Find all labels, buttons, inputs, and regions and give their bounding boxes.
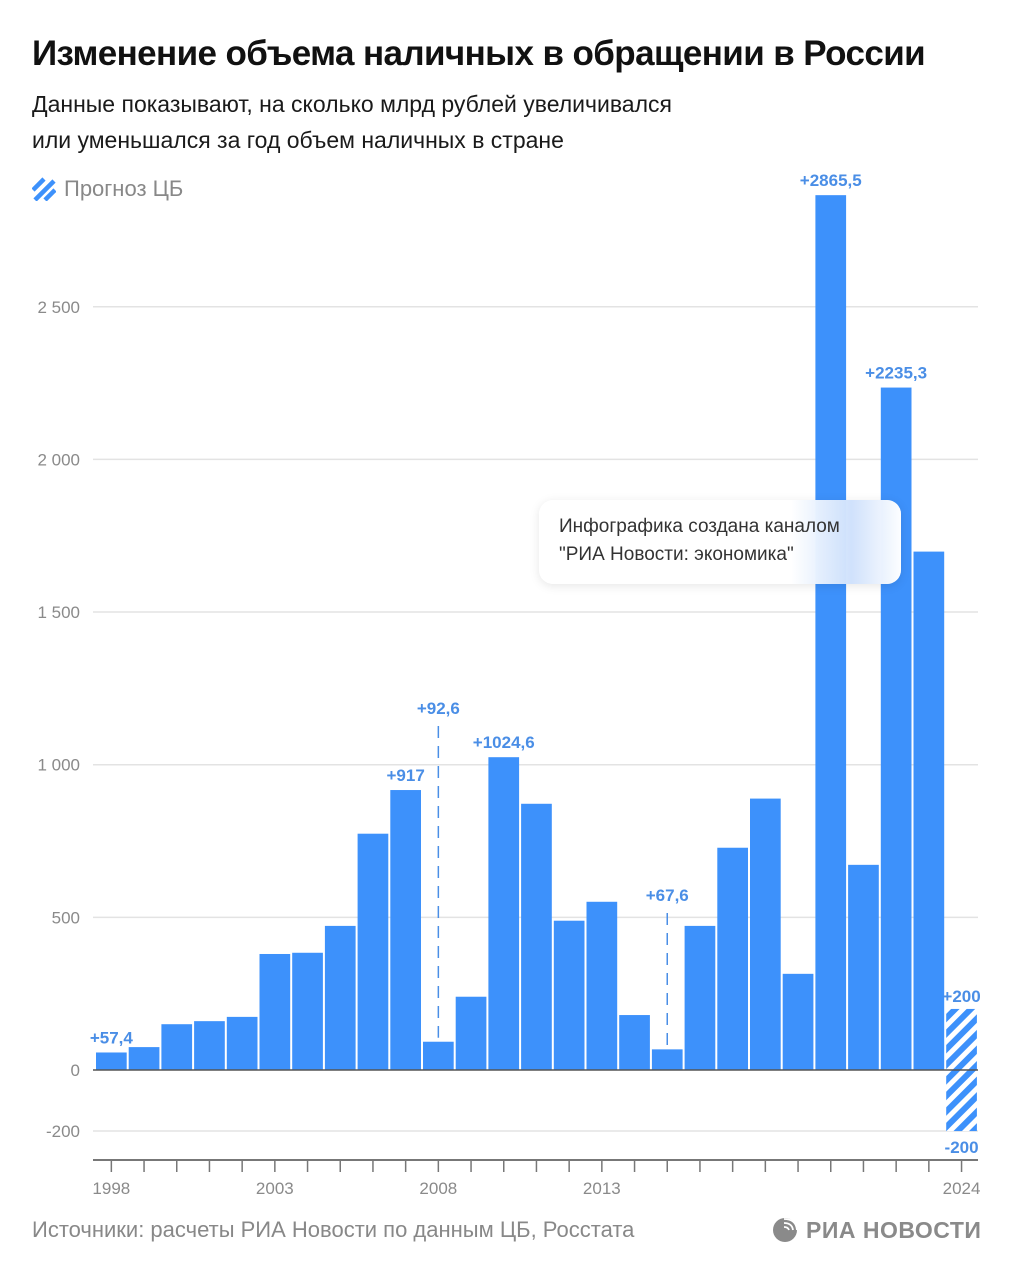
bar-2003 (259, 953, 291, 1070)
y-tick-label: 1 000 (37, 756, 80, 775)
legend-label: Прогноз ЦБ (64, 176, 184, 201)
y-tick-label: 2 500 (37, 298, 80, 317)
bar-2009 (455, 996, 487, 1070)
bar-2015 (651, 1049, 683, 1070)
subtitle-line-1: Данные показывают, на сколько млрд рубле… (32, 91, 672, 117)
x-tick-label-2024: 2024 (943, 1179, 981, 1198)
x-tick-label-2008: 2008 (419, 1179, 457, 1198)
note-line-2: "РИА Новости: экономика" (559, 544, 794, 565)
bar-2008 (423, 1041, 454, 1070)
bar-2023 (913, 551, 945, 1070)
data-label-1998: +57,4 (90, 1028, 134, 1047)
y-tick-label: 1 500 (37, 603, 80, 622)
note-line-1: Инфографика создана каналом (559, 516, 840, 537)
x-tick-label-1998: 1998 (92, 1179, 130, 1198)
y-tick-label: -200 (46, 1122, 80, 1141)
bars (93, 195, 978, 1132)
data-label-2015: +67,6 (646, 886, 689, 905)
bar-2021 (848, 864, 879, 1070)
bar-2018 (750, 798, 781, 1070)
y-tick-label: 0 (71, 1061, 80, 1080)
bar-2005 (324, 925, 356, 1070)
data-label-2022: +2235,3 (865, 364, 927, 383)
subtitle-line-2: или уменьшался за год объем наличных в с… (32, 127, 564, 153)
data-label-2020: +2865,5 (800, 171, 862, 190)
bar-2014 (619, 1015, 650, 1070)
bar-2006 (357, 833, 389, 1070)
y-tick-label: 2 000 (37, 450, 80, 469)
data-label-2007: +917 (387, 766, 425, 785)
bar-2010 (488, 757, 520, 1070)
bar-2012 (553, 920, 585, 1070)
forecast-low-label: -200 (945, 1138, 979, 1157)
legend: Прогноз ЦБ (32, 176, 183, 202)
bar-1998 (96, 1052, 127, 1070)
ria-globe-icon (773, 1218, 798, 1242)
forecast-high-label: +200 (942, 987, 980, 1006)
x-tick-label-2013: 2013 (583, 1179, 621, 1198)
y-tick-label: 500 (52, 908, 80, 927)
bar-2002 (226, 1016, 258, 1070)
x-tick-label-2003: 2003 (256, 1179, 294, 1198)
logo-text: РИА НОВОСТИ (806, 1216, 982, 1243)
chart-title: Изменение объема наличных в обращении в … (32, 34, 926, 73)
bar-2017 (717, 847, 748, 1070)
bar-1999 (128, 1047, 160, 1070)
ria-logo: РИА НОВОСТИ (770, 1215, 981, 1245)
bar-2022 (880, 387, 912, 1071)
bar-2016 (684, 925, 716, 1070)
bar-2001 (194, 1021, 225, 1070)
hatched-swatch-icon (32, 177, 56, 201)
bar-2019 (782, 973, 814, 1070)
x-axis: 1998 2003 2008 2013 2024 (92, 1159, 981, 1198)
bar-2007 (390, 790, 421, 1070)
data-labels: +57,4 +917 +92,6 +1024,6 +67,6 +2865,5 +2235,3… (90, 171, 981, 1157)
source-note: Источники: расчеты РИА Новости по данным… (32, 1217, 635, 1242)
bar-2011 (521, 803, 552, 1070)
bar-2020 (815, 195, 847, 1071)
data-label-2008: +92,6 (417, 699, 460, 718)
chart-subtitle: Данные показывают, на сколько млрд рубле… (32, 86, 672, 158)
channel-note: Инфографика создана каналом "РИА Новости… (539, 500, 901, 584)
bar-2000 (161, 1024, 193, 1070)
bar-2004 (292, 952, 323, 1070)
data-label-2010: +1024,6 (473, 733, 535, 752)
bar-2013 (586, 901, 618, 1070)
